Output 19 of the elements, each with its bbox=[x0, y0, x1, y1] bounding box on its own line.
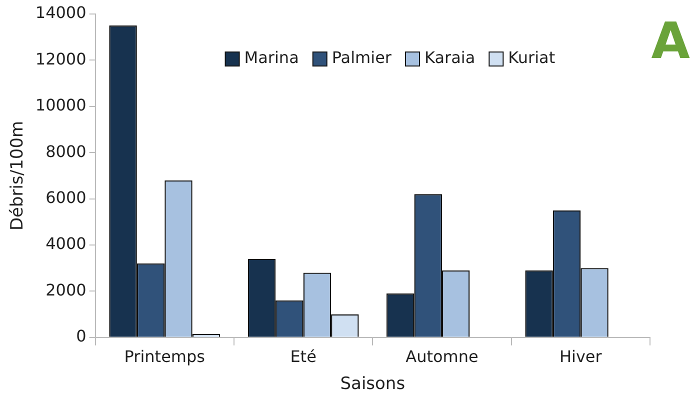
y-tick-label: 10000 bbox=[35, 96, 86, 115]
y-tick-label: 0 bbox=[76, 326, 86, 346]
y-tick-label: 12000 bbox=[35, 49, 86, 68]
y-tick-label: 4000 bbox=[46, 234, 86, 254]
legend-label: Kuriat bbox=[508, 48, 556, 68]
x-axis-title: Saisons bbox=[340, 374, 406, 394]
y-tick-label: 8000 bbox=[46, 142, 86, 161]
legend-label: Karaia bbox=[424, 48, 476, 68]
y-tick-label: 6000 bbox=[46, 188, 86, 207]
y-tick-label: 2000 bbox=[46, 280, 86, 300]
x-tick-label: Hiver bbox=[559, 347, 602, 366]
x-tick-label: Eté bbox=[290, 347, 316, 366]
text: A bbox=[651, 12, 690, 70]
x-tick-label: Automne bbox=[406, 347, 478, 366]
y-tick-label: 14000 bbox=[35, 3, 86, 22]
y-axis-title: Débris/100m bbox=[8, 120, 28, 231]
legend-label: Marina bbox=[244, 48, 299, 68]
x-tick-label: Printemps bbox=[124, 347, 206, 366]
legend-label: Palmier bbox=[332, 48, 392, 68]
